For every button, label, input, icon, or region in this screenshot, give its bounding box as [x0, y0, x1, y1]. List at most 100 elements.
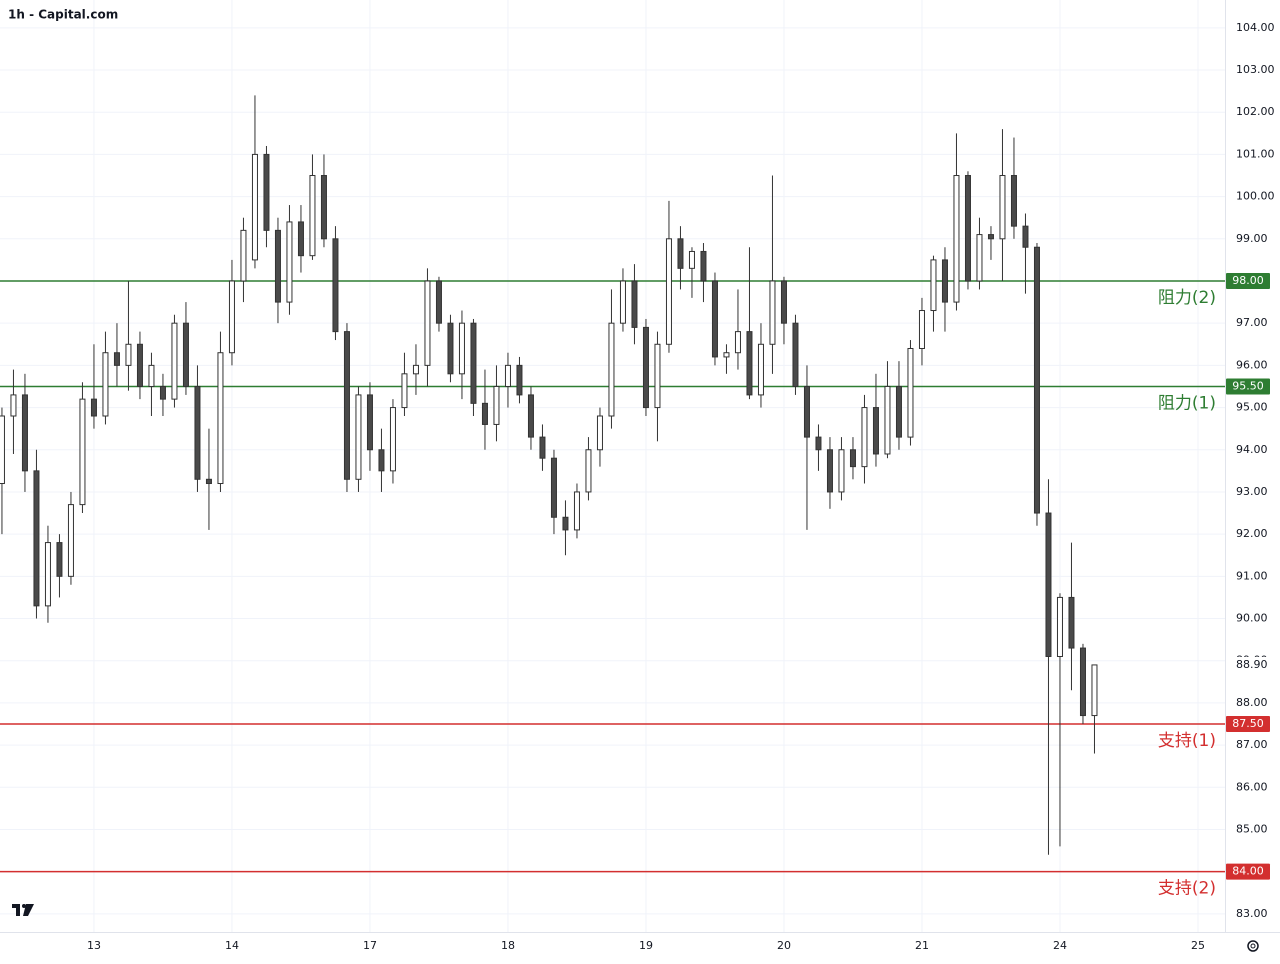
candle-body	[263, 153, 270, 231]
candle-body	[56, 542, 63, 577]
candle-body	[33, 470, 40, 607]
candle-body	[734, 331, 741, 354]
level-text: 阻力(2)	[1158, 288, 1216, 308]
candle-body	[0, 415, 5, 485]
y-tick-label: 101.00	[1236, 147, 1275, 160]
x-tick-label: 13	[87, 939, 101, 952]
candle-body	[700, 250, 707, 282]
candle-body	[343, 331, 350, 480]
candle-body	[1033, 246, 1040, 514]
candle-body	[274, 229, 281, 303]
y-tick-label: 85.00	[1236, 822, 1268, 835]
candle-body	[688, 250, 695, 269]
candle-body	[412, 364, 419, 375]
x-tick-label: 21	[915, 939, 929, 952]
candle-body	[964, 175, 971, 282]
candle-body	[642, 326, 649, 409]
level-tag	[1226, 272, 1270, 289]
x-tick-label: 24	[1053, 939, 1067, 952]
x-tick-label: 20	[777, 939, 791, 952]
candle-body	[895, 385, 902, 438]
level-text: 支持(2)	[1158, 879, 1216, 899]
candle-body	[1068, 596, 1075, 649]
last-price-label: 88.90	[1236, 658, 1268, 671]
candle-body	[1045, 512, 1052, 657]
axes: 83.0084.0085.0086.0087.0088.0089.0090.00…	[87, 21, 1275, 952]
candle-body	[309, 175, 316, 257]
candle-body	[826, 449, 833, 493]
y-tick-label: 102.00	[1236, 105, 1275, 118]
candle-body	[562, 516, 569, 531]
candle-body	[389, 407, 396, 472]
level-text: 阻力(1)	[1158, 393, 1216, 413]
candle-body	[194, 385, 201, 480]
level-tag-label: 84.00	[1232, 865, 1264, 878]
candle-body	[493, 385, 500, 425]
candle-body	[608, 322, 615, 417]
candle-body	[286, 221, 293, 303]
level-tag-label: 98.00	[1232, 274, 1264, 287]
levels: 阻力(2) 阻力(1) 支持(1) 支持(2)	[0, 280, 1225, 899]
candle-body	[401, 373, 408, 409]
candle-body	[838, 449, 845, 493]
candle-body	[355, 394, 362, 480]
candle-body	[504, 364, 511, 387]
candle-body	[44, 542, 51, 607]
candle-body	[815, 436, 822, 451]
candles	[0, 95, 1098, 855]
y-tick-label: 96.00	[1236, 358, 1268, 371]
candle-body	[585, 449, 592, 493]
candle-body	[297, 221, 304, 257]
x-tick-label: 17	[363, 939, 377, 952]
candle-body	[872, 407, 879, 455]
candle-body	[171, 322, 178, 400]
candle-body	[1079, 647, 1086, 717]
y-tick-label: 90.00	[1236, 612, 1268, 625]
candle-body	[447, 322, 454, 375]
level-text: 支持(1)	[1158, 731, 1216, 751]
candle-body	[240, 229, 247, 282]
candle-body	[1091, 664, 1098, 717]
candle-body	[424, 280, 431, 366]
x-tick-label: 14	[225, 939, 239, 952]
candle-body	[780, 280, 787, 324]
candle-body	[366, 394, 373, 451]
candle-body	[67, 504, 74, 577]
candle-body	[861, 407, 868, 468]
candle-body	[182, 322, 189, 387]
candle-body	[1056, 596, 1063, 657]
candle-body	[10, 394, 17, 417]
candle-body	[539, 436, 546, 459]
candle-body	[481, 402, 488, 425]
candle-body	[1022, 225, 1029, 248]
y-tick-label: 104.00	[1236, 21, 1275, 34]
candle-body	[125, 343, 132, 366]
candle-body	[677, 238, 684, 269]
y-tick-label: 99.00	[1236, 232, 1268, 245]
y-tick-label: 94.00	[1236, 443, 1268, 456]
last-price-tag	[1226, 656, 1270, 673]
level-tag	[1226, 863, 1270, 880]
candle-body	[113, 352, 120, 366]
candle-body	[470, 322, 477, 404]
candle-body	[907, 347, 914, 438]
level-tag-label: 87.50	[1232, 717, 1264, 730]
candle-body	[803, 385, 810, 438]
candle-body	[711, 280, 718, 358]
candle-body	[757, 343, 764, 396]
y-tick-label: 91.00	[1236, 569, 1268, 582]
settings-icon[interactable]	[1247, 940, 1259, 952]
candle-body	[573, 491, 580, 531]
y-tick-label: 86.00	[1236, 780, 1268, 793]
candle-body	[516, 364, 523, 396]
candle-body	[79, 398, 86, 506]
candle-body	[723, 352, 730, 358]
x-tick-label: 18	[501, 939, 515, 952]
candle-body	[136, 343, 143, 387]
logo	[12, 904, 34, 916]
candle-body	[999, 175, 1006, 240]
y-tick-label: 95.00	[1236, 401, 1268, 414]
candle-body	[550, 457, 557, 518]
candle-body	[148, 364, 155, 387]
